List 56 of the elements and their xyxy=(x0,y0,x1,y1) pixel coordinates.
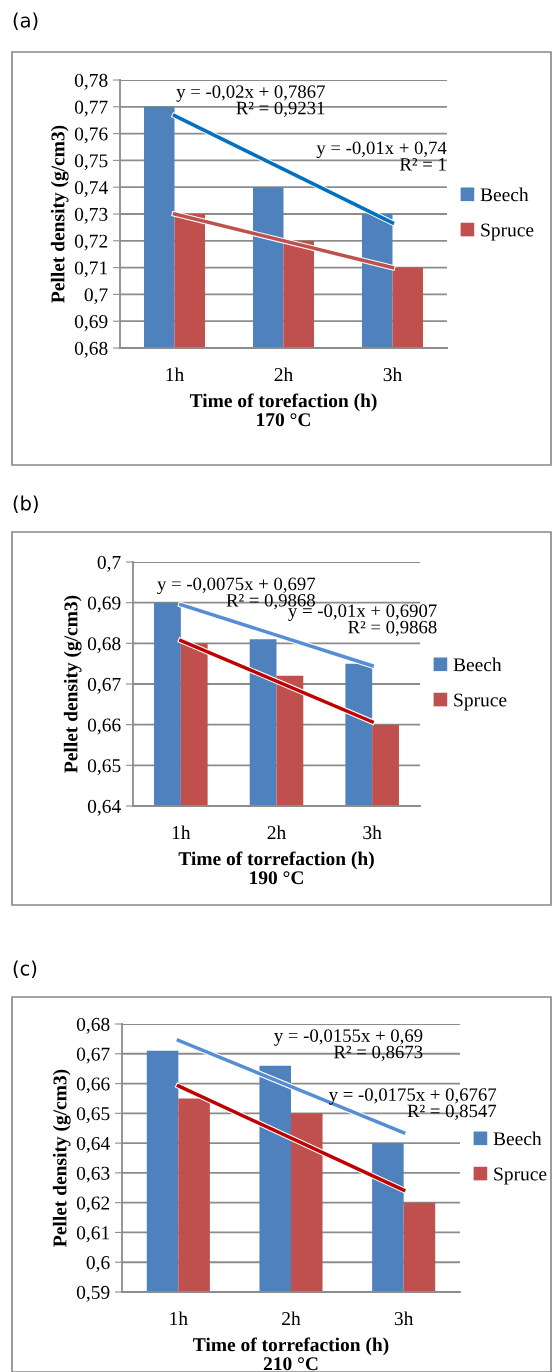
y-tick-label: 0,64 xyxy=(76,1136,110,1153)
y-tick-label: 0,65 xyxy=(87,759,121,776)
y-axis-title: Pellet density (g/cm3) xyxy=(52,1069,71,1247)
x-tick-label: 2h xyxy=(274,367,293,381)
y-tick-label: 0,61 xyxy=(76,1226,110,1243)
y-tick-label: 0,76 xyxy=(74,127,108,144)
annotation: y = -0,0155x + 0,69 R² = 0,8673 xyxy=(274,1029,423,1062)
annotation: y = -0,02x + 0,7867 R² = 0,9231 xyxy=(176,85,325,118)
annotation: y = -0,01x + 0,74 R² = 1 xyxy=(316,141,447,171)
y-tick-label: 0,7 xyxy=(84,288,108,305)
y-tick-label: 0,69 xyxy=(87,596,121,613)
y-tick-label: 0,62 xyxy=(76,1196,110,1213)
y-tick-label: 0,65 xyxy=(76,1107,110,1124)
y-tick-label: 0,64 xyxy=(87,799,121,816)
x-axis-title: Time of torrefaction (h) 210 °C xyxy=(193,1337,389,1371)
legend-label: Spruce xyxy=(481,223,534,241)
y-tick-label: 0,7 xyxy=(97,555,121,572)
y-tick-label: 0,78 xyxy=(74,73,108,90)
legend-label: Beech xyxy=(493,1131,542,1146)
y-tick-label: 0,66 xyxy=(87,718,121,735)
legend-label: Beech xyxy=(480,187,529,202)
y-axis-title: Pellet density (g/cm3) xyxy=(50,125,69,303)
y-tick-label: 0,68 xyxy=(76,1017,110,1034)
y-tick-label: 0,68 xyxy=(74,341,108,358)
x-tick-label: 3h xyxy=(394,1311,414,1326)
x-tick-label: 1h xyxy=(172,825,191,839)
x-tick-label: 2h xyxy=(267,825,286,839)
legend-label: Spruce xyxy=(494,1167,547,1185)
y-axis-title: Pellet density (g/cm3) xyxy=(63,595,82,773)
y-tick-label: 0,73 xyxy=(74,207,108,224)
x-tick-label: 1h xyxy=(166,367,184,381)
y-tick-label: 0,77 xyxy=(74,100,108,117)
x-tick-label: 3h xyxy=(363,825,382,840)
legend-label: Beech xyxy=(453,657,502,672)
y-tick-label: 0,6 xyxy=(86,1256,110,1272)
legend-label: Spruce xyxy=(454,693,507,711)
x-tick-label: 2h xyxy=(282,1311,301,1325)
x-tick-label: 3h xyxy=(383,367,402,382)
y-tick-label: 0,72 xyxy=(74,234,108,251)
y-tick-label: 0,74 xyxy=(74,181,108,197)
y-tick-label: 0,67 xyxy=(76,1047,110,1064)
annotation: y = -0,0175x + 0,6767 R² = 0,8547 xyxy=(328,1088,497,1120)
chart-title: (b) xyxy=(13,495,38,513)
chart-title: (a) xyxy=(13,12,38,30)
y-tick-label: 0,66 xyxy=(76,1077,110,1094)
chart-title: (c) xyxy=(13,960,37,978)
y-tick-label: 0,71 xyxy=(74,261,108,278)
y-tick-label: 0,59 xyxy=(76,1285,110,1302)
y-tick-label: 0,67 xyxy=(87,677,121,694)
y-tick-label: 0,69 xyxy=(74,315,108,331)
y-tick-label: 0,68 xyxy=(87,637,121,654)
x-tick-label: 1h xyxy=(170,1311,188,1325)
y-tick-label: 0,63 xyxy=(76,1166,110,1183)
x-axis-title: Time of torefaction (h) 170 °C xyxy=(189,393,377,427)
x-axis-title: Time of torrefaction (h) 190 °C xyxy=(178,851,374,885)
y-tick-label: 0,75 xyxy=(74,154,108,171)
